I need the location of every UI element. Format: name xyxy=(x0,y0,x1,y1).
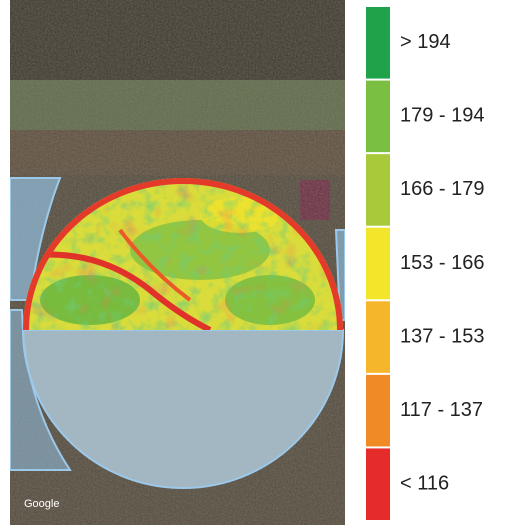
map: Google xyxy=(10,0,350,525)
legend-label: 153 - 166 xyxy=(400,252,485,274)
legend xyxy=(366,7,390,520)
legend-swatch xyxy=(366,228,390,300)
legend-label: 117 - 137 xyxy=(400,399,483,421)
legend-label: < 116 xyxy=(400,472,449,494)
page: Google > 194 179 - 194 166 - 179 153 - 166 1… xyxy=(0,0,530,525)
legend-label: 179 - 194 xyxy=(400,105,485,127)
legend-label: 166 - 179 xyxy=(400,178,485,200)
legend-swatch xyxy=(366,301,390,373)
legend-swatch xyxy=(366,81,390,153)
legend-labels: > 194 179 - 194 166 - 179 153 - 166 137 - 15… xyxy=(400,31,485,494)
legend-label: 137 - 153 xyxy=(400,325,485,347)
legend-swatch xyxy=(366,448,390,520)
legend-swatch xyxy=(366,7,390,79)
legend-swatch xyxy=(366,154,390,226)
map-watermark: Google xyxy=(24,498,59,510)
legend-label: > 194 xyxy=(400,31,451,53)
legend-swatch xyxy=(366,375,390,447)
